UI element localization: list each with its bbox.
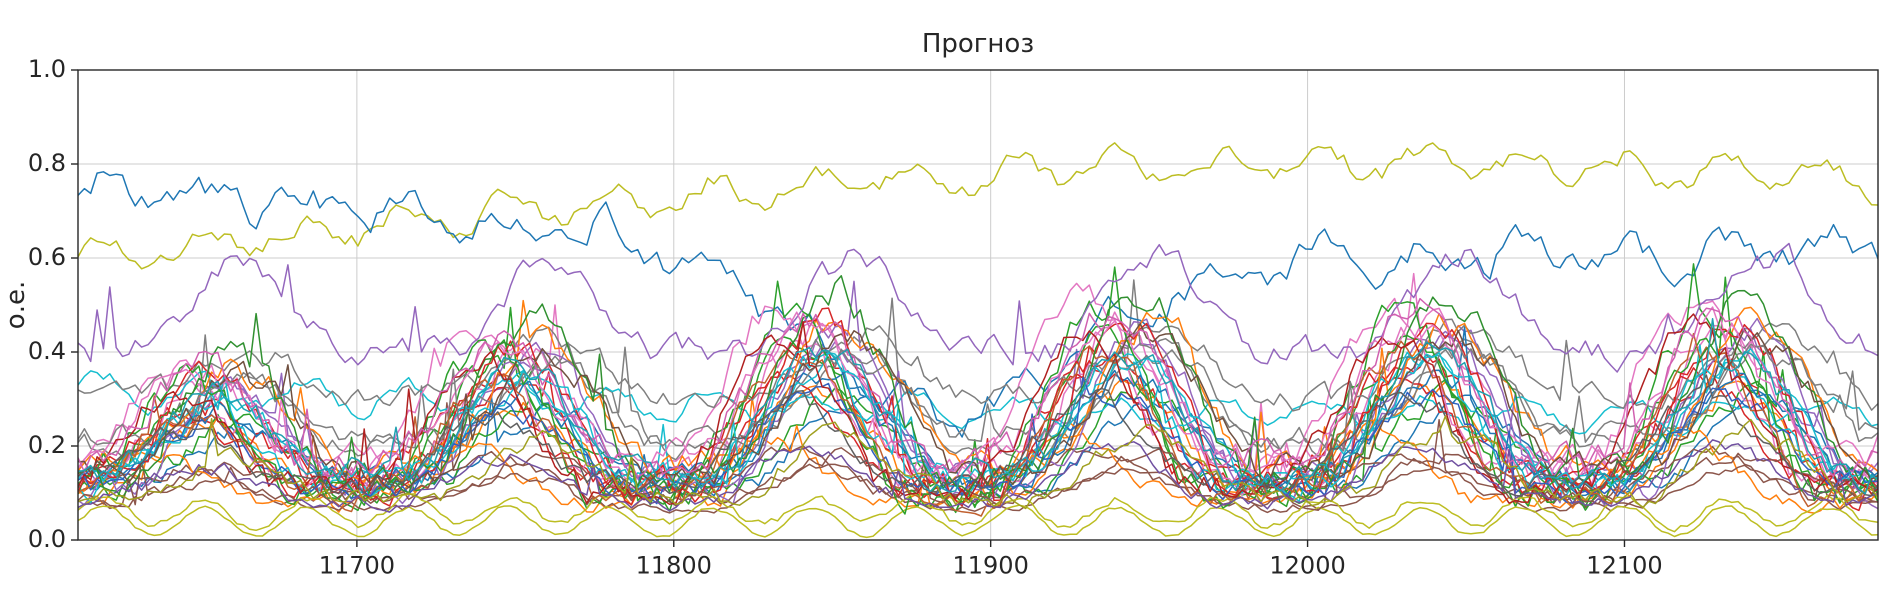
xtick-label: 11700 — [319, 552, 395, 580]
series-group — [78, 143, 1878, 538]
ytick-label: 0.6 — [28, 243, 66, 271]
ytick-label: 0.8 — [28, 149, 66, 177]
xtick-label: 11900 — [952, 552, 1028, 580]
series-line — [78, 299, 1878, 477]
series-line — [78, 244, 1878, 373]
series-line — [78, 280, 1878, 461]
y-axis-label: о.е. — [1, 281, 31, 329]
ytick-label: 0.4 — [28, 337, 66, 365]
xtick-label: 12000 — [1269, 552, 1345, 580]
ytick-label: 0.0 — [28, 525, 66, 553]
series-line — [78, 172, 1878, 437]
xtick-label: 11800 — [636, 552, 712, 580]
series-line — [78, 319, 1878, 411]
forecast-chart: 0.0 0.2 0.4 0.6 0.8 1.0 11700 11800 11900 12000 12… — [0, 0, 1903, 611]
ytick-label: 1.0 — [28, 55, 66, 83]
chart-svg: 0.0 0.2 0.4 0.6 0.8 1.0 11700 11800 11900 12000 12… — [0, 0, 1903, 611]
chart-title: Прогноз — [922, 29, 1034, 59]
ytick-label: 0.2 — [28, 431, 66, 459]
series-line — [78, 371, 1878, 436]
xtick-label: 12100 — [1586, 552, 1662, 580]
